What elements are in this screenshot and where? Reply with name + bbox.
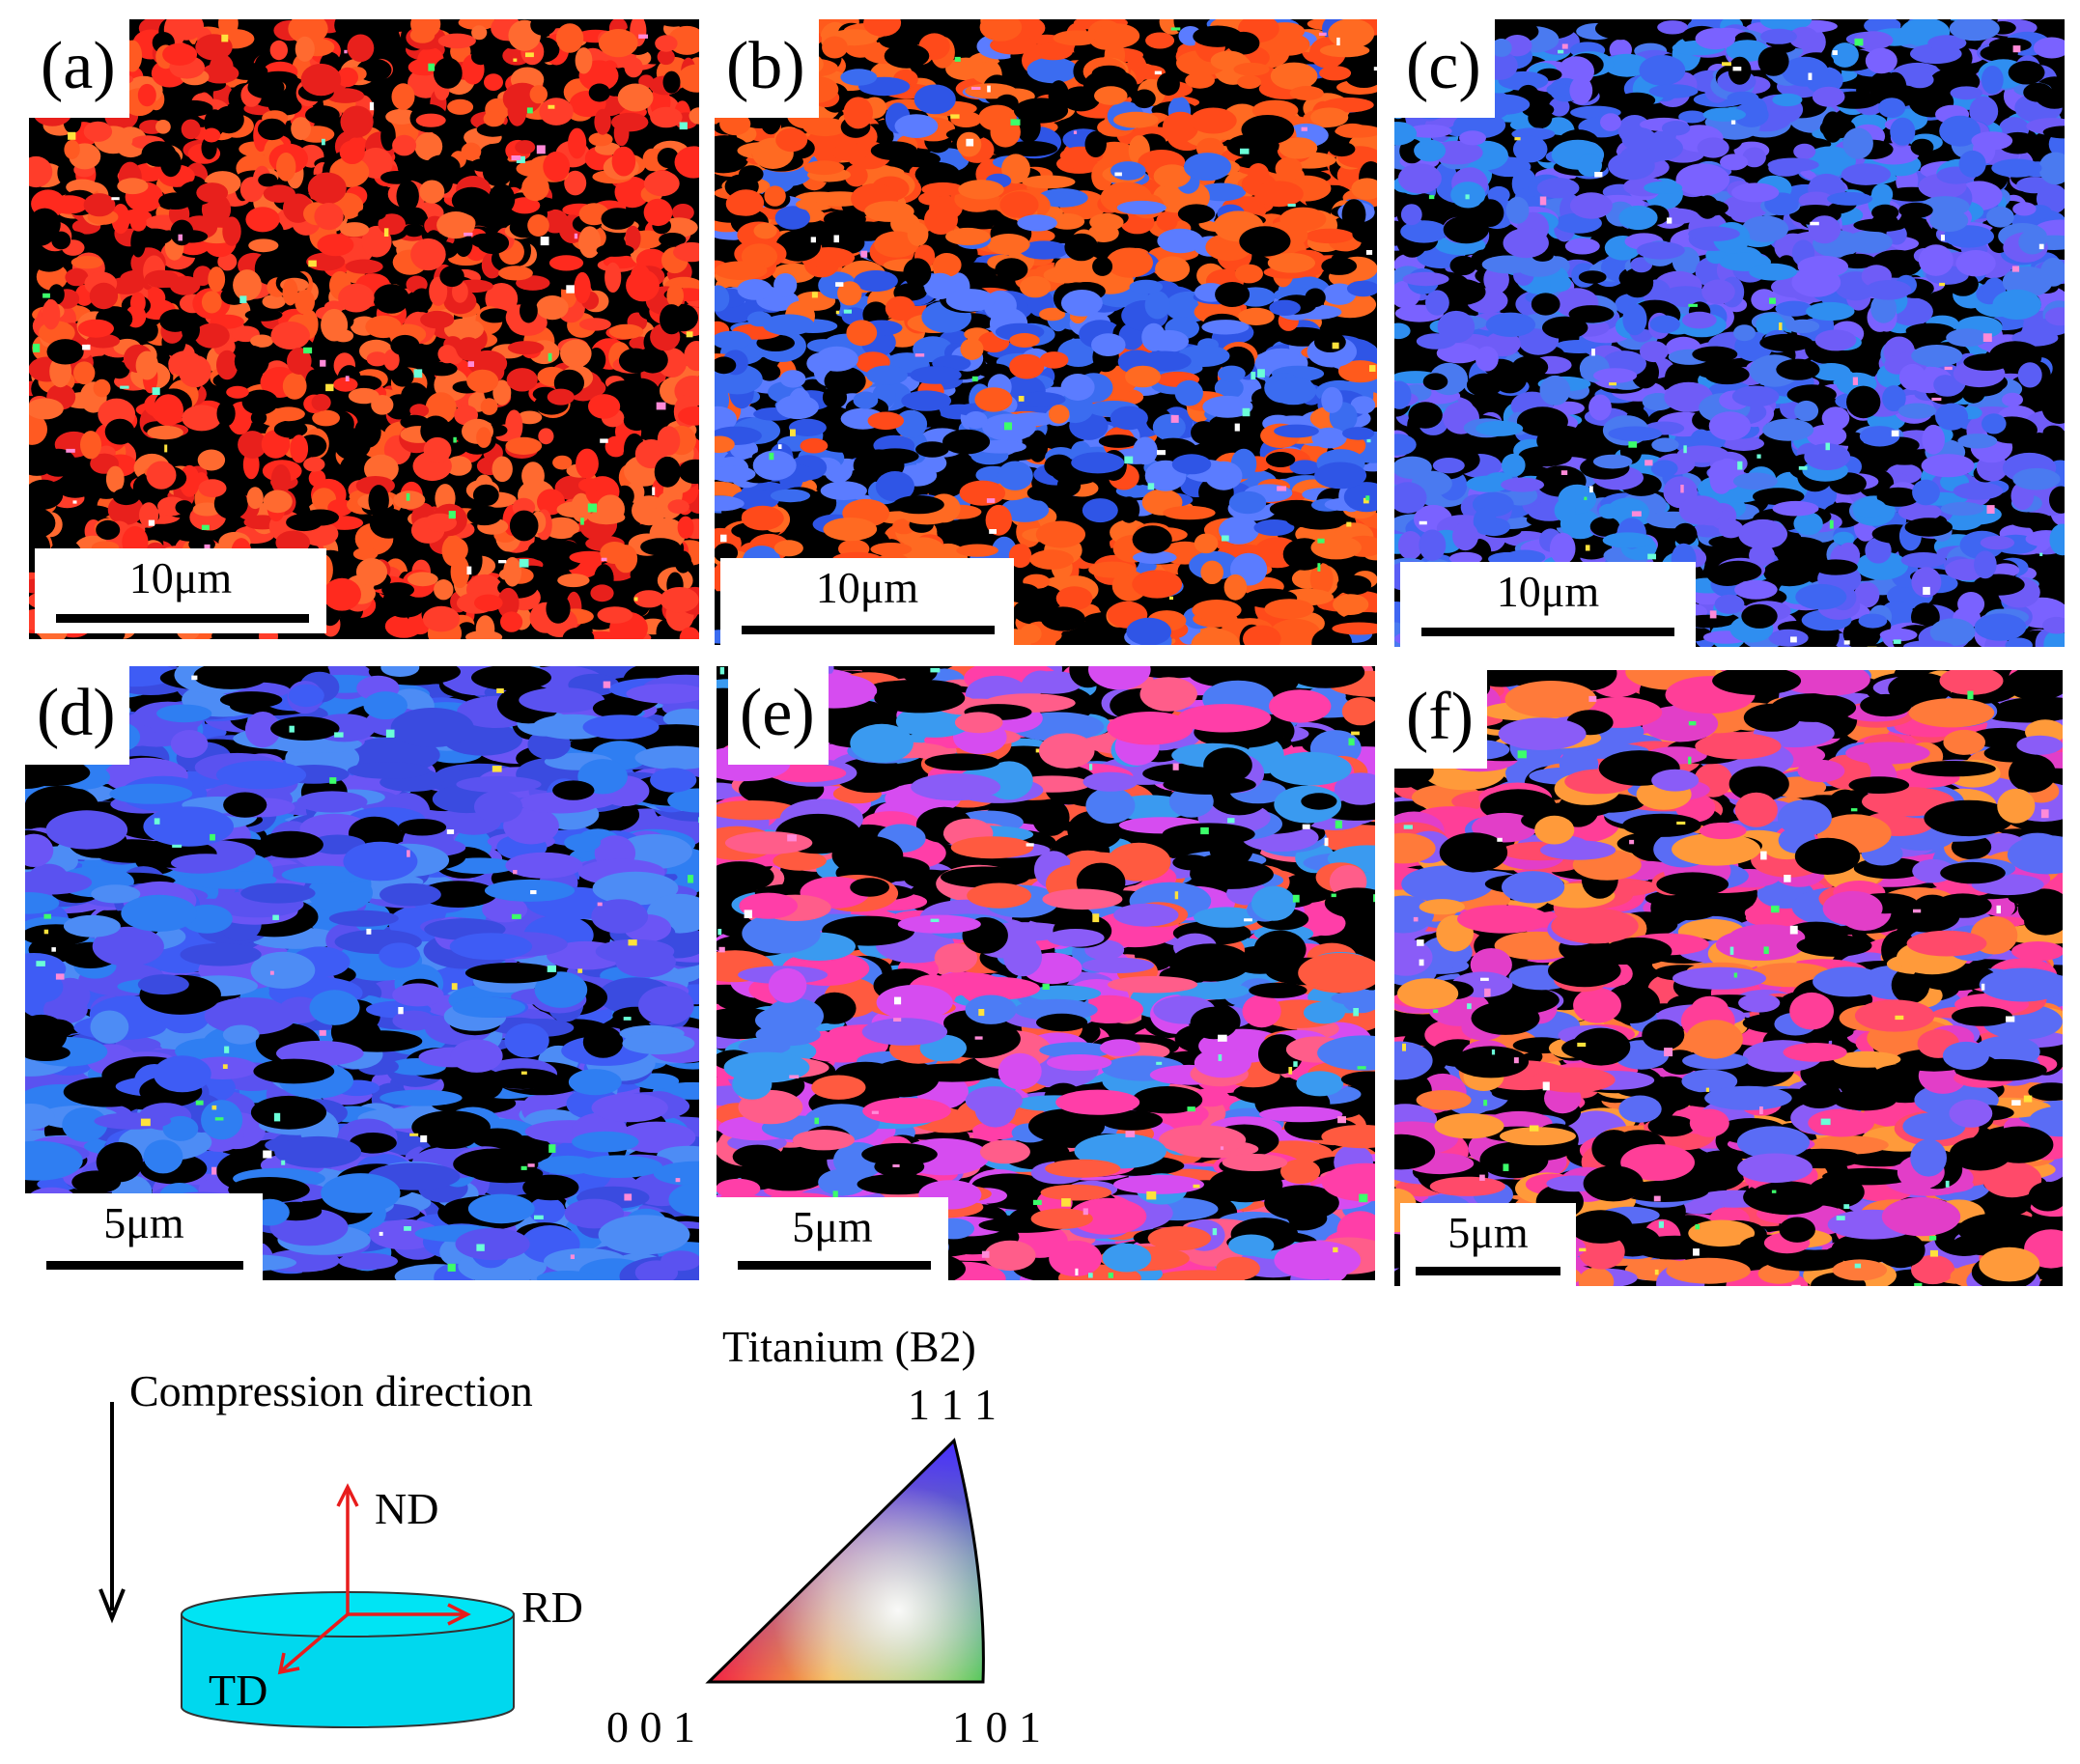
- panel-label: (f): [1394, 670, 1487, 769]
- orientation-map: [29, 19, 699, 639]
- scale-bar-label: 10μm: [1496, 567, 1600, 616]
- rd-axis-label: RD: [521, 1582, 583, 1632]
- scale-bar-line: [738, 1261, 931, 1270]
- panel-e: (e) 5μm: [717, 666, 1375, 1280]
- scale-bar-line: [742, 626, 995, 634]
- panel-b: (b) 10μm: [715, 19, 1377, 645]
- scale-bar-label: 5μm: [1448, 1208, 1529, 1257]
- sample-axes-diagram: [98, 1402, 515, 1728]
- scale-bar-line: [1421, 628, 1674, 636]
- panel-f: (f) 5μm: [1394, 670, 2063, 1286]
- compression-direction-label: Compression direction: [129, 1366, 533, 1415]
- td-axis-label: TD: [209, 1666, 268, 1715]
- scale-bar: 10μm: [35, 548, 326, 633]
- orientation-map: [1394, 19, 2065, 647]
- panel-label: (e): [728, 666, 829, 765]
- ipf-title: Titanium (B2): [722, 1322, 976, 1371]
- scale-bar-label: 5μm: [103, 1198, 184, 1247]
- scale-bar: 10μm: [1400, 562, 1696, 647]
- orientation-map: [25, 666, 699, 1280]
- orientation-map: [1394, 670, 2063, 1286]
- ipf-triangle: [709, 1441, 984, 1682]
- ipf-corner-101: 1 0 1: [952, 1702, 1041, 1751]
- panel-label: (c): [1394, 19, 1495, 118]
- panel-c: (c) 10μm: [1394, 19, 2065, 647]
- panel-label: (d): [25, 666, 129, 765]
- scale-bar-line: [1416, 1267, 1560, 1275]
- ipf-corner-001: 0 0 1: [606, 1702, 695, 1751]
- panel-label: (a): [29, 19, 129, 118]
- scale-bar-line: [46, 1261, 243, 1270]
- scale-bar: 5μm: [25, 1193, 263, 1280]
- axis-arrows: [277, 1483, 471, 1675]
- ipf-corner-111: 1 1 1: [908, 1380, 997, 1429]
- scale-bar: 10μm: [720, 558, 1014, 645]
- scale-bar-label: 10μm: [128, 553, 233, 602]
- scale-bar-label: 5μm: [792, 1202, 873, 1251]
- scale-bar-line: [56, 614, 309, 623]
- nd-axis-label: ND: [375, 1484, 439, 1533]
- scale-bar: 5μm: [717, 1197, 948, 1280]
- sample-cylinder: [181, 1591, 515, 1728]
- compression-arrow: [98, 1402, 126, 1624]
- ipf-triangle-outline: [705, 1438, 985, 1684]
- panel-label: (b): [715, 19, 819, 118]
- panel-d: (d) 5μm: [25, 666, 699, 1280]
- scale-bar-label: 10μm: [815, 563, 919, 612]
- panel-a: (a) 10μm: [29, 19, 699, 639]
- scale-bar: 5μm: [1400, 1203, 1576, 1286]
